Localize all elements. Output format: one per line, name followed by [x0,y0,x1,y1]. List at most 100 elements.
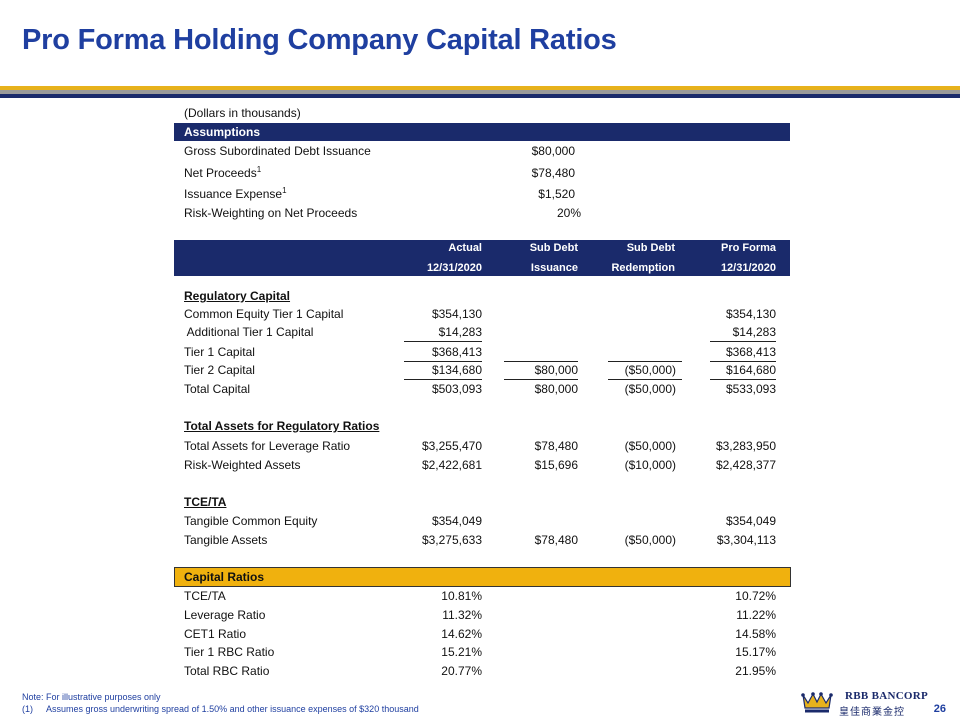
table-row-label: Tier 1 RBC Ratio [184,645,275,659]
table-cell: ($50,000) [624,382,676,396]
table-row-label: Total Capital [184,382,251,396]
subtotal-rule [710,379,776,380]
footnote-text-1: Assumes gross underwriting spread of 1.5… [46,704,419,714]
table-cell: $503,093 [431,382,482,396]
assumption-label-text: Issuance Expense [184,187,283,201]
table-cell: 15.17% [735,645,776,659]
assumption-value: 20% [556,206,581,220]
table-cell: $78,480 [534,533,578,547]
table-cell: $354,130 [431,307,482,321]
column-header-issuance: Sub Debt [529,242,578,254]
logo-chinese-name: 皇佳商業金控 [839,707,905,718]
column-header-pro-forma: Pro Forma [720,242,776,254]
assumption-label: Net Proceeds1 [184,165,262,181]
assumptions-header-bar [174,123,790,141]
subtotal-rule [608,361,682,362]
table-cell: 10.81% [441,589,482,603]
column-header-actual: Actual [448,242,482,254]
table-cell: 14.62% [441,627,482,641]
crown-icon [801,692,833,713]
table-row-label: Total Assets for Leverage Ratio [184,439,351,453]
table-row-label: Common Equity Tier 1 Capital [184,307,344,321]
table-row-label: TCE/TA [184,589,226,603]
section-header-total-assets: Total Assets for Regulatory Ratios [184,419,380,433]
table-cell: $3,275,633 [421,533,482,547]
section-header-tce-ta: TCE/TA [184,495,227,509]
table-cell: $354,049 [725,514,776,528]
footnote-marker-1: (1) [22,704,33,714]
subtotal-rule [404,361,482,362]
table-cell: $164,680 [725,363,776,377]
table-cell: 10.72% [735,589,776,603]
assumption-value: $78,480 [531,166,575,180]
table-row-label: Tier 1 Capital [184,345,255,359]
column-header-bar [174,240,790,276]
table-row-label: Total RBC Ratio [184,664,270,678]
table-cell: $80,000 [534,363,578,377]
subtotal-rule [504,361,578,362]
table-row-label: Tangible Common Equity [184,514,318,528]
section-header-regulatory-capital: Regulatory Capital [184,289,291,303]
title-rule-navy [0,94,960,98]
table-row-label: Tier 2 Capital [184,363,255,377]
subtotal-rule [404,379,482,380]
title-rule-gold [0,86,960,90]
table-cell: 20.77% [441,664,482,678]
column-header-pro-forma-date: 12/31/2020 [720,262,776,274]
title-rule-gray [0,90,960,94]
footnote-note: Note: For illustrative purposes only [22,692,161,702]
table-cell: 15.21% [441,645,482,659]
table-cell: $354,130 [725,307,776,321]
table-cell: $533,093 [725,382,776,396]
table-row-label: Additional Tier 1 Capital [184,325,314,339]
footnote-marker: 1 [282,186,287,195]
table-cell: $78,480 [534,439,578,453]
table-cell: $80,000 [534,382,578,396]
units-note: (Dollars in thousands) [184,106,301,120]
assumption-label: Risk-Weighting on Net Proceeds [184,206,358,220]
table-row-label: Risk-Weighted Assets [184,458,301,472]
table-cell: $3,304,113 [716,533,776,547]
table-cell: ($50,000) [624,533,676,547]
column-header-issuance-sub: Issuance [530,262,578,274]
column-header-redemption-sub: Redemption [611,262,675,274]
table-cell: $2,422,681 [421,458,482,472]
assumption-label: Gross Subordinated Debt Issuance [184,144,371,158]
logo-name: RBB BANCORP [845,690,929,702]
subtotal-rule [710,341,776,342]
subtotal-rule [608,379,682,380]
table-cell: ($50,000) [624,439,676,453]
table-cell: ($50,000) [624,363,676,377]
section-header-capital-ratios: Capital Ratios [184,570,265,584]
subtotal-rule [404,341,482,342]
page-number: 26 [933,703,946,715]
table-cell: $354,049 [431,514,482,528]
table-cell: $3,255,470 [421,439,482,453]
footnote-marker: 1 [256,165,262,174]
table-cell: 11.22% [736,608,776,622]
assumption-label-text: Net Proceeds [184,166,257,180]
page-title: Pro Forma Holding Company Capital Ratios [22,24,617,56]
column-header-actual-date: 12/31/2020 [426,262,482,274]
table-cell: ($10,000) [624,458,676,472]
table-cell: $15,696 [534,458,578,472]
table-cell: $2,428,377 [715,458,776,472]
column-header-redemption: Sub Debt [626,242,675,254]
assumptions-header: Assumptions [184,125,261,139]
table-cell: $14,283 [438,325,482,339]
table-cell: $3,283,950 [715,439,776,453]
table-cell: 14.58% [735,627,776,641]
table-cell: $134,680 [431,363,482,377]
table-row-label: Leverage Ratio [184,608,266,622]
table-cell: $368,413 [431,345,482,359]
subtotal-rule [710,361,776,362]
table-row-label: CET1 Ratio [184,627,247,641]
table-cell: 11.32% [442,608,482,622]
table-cell: $368,413 [725,345,776,359]
assumption-value: $80,000 [531,144,575,158]
assumption-value: $1,520 [538,187,575,201]
table-row-label: Tangible Assets [184,533,268,547]
table-cell: 21.95% [735,664,776,678]
subtotal-rule [504,379,578,380]
assumption-label: Issuance Expense1 [184,186,287,202]
